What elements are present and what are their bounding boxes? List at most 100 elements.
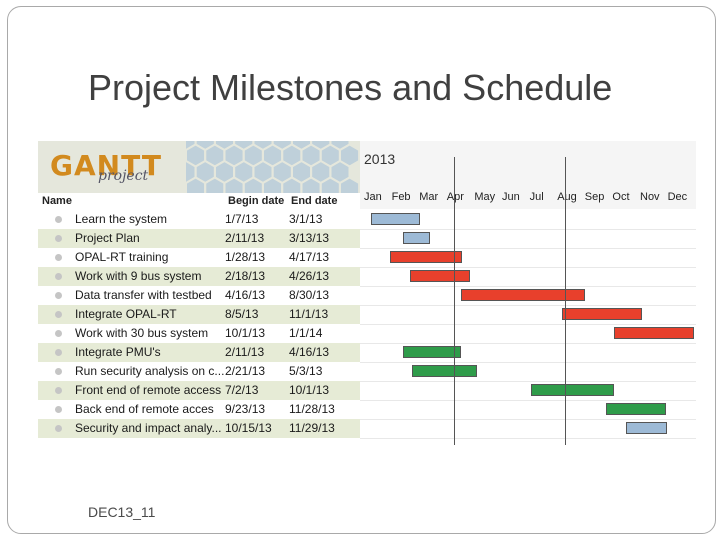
- task-name: Security and impact analy...: [75, 421, 222, 435]
- slide-footer: DEC13_11: [88, 504, 156, 520]
- task-end-date: 11/1/13: [289, 307, 329, 321]
- task-bar[interactable]: [409, 270, 471, 282]
- task-name: Integrate PMU's: [75, 345, 161, 359]
- timeline-row: [360, 286, 696, 306]
- task-end-date: 1/1/14: [289, 326, 323, 340]
- month-label: Feb: [391, 191, 411, 203]
- task-name: Data transfer with testbed: [75, 288, 212, 302]
- task-name: Work with 30 bus system: [75, 326, 209, 340]
- task-bar[interactable]: [606, 403, 667, 415]
- month-label: Aug: [557, 191, 577, 203]
- logo-text: GANTT: [50, 149, 162, 182]
- task-bullet-icon: [55, 254, 62, 261]
- slide: Project Milestones and Schedule GANTT pr…: [7, 6, 716, 534]
- month-header: Jan Feb Mar Apr May Jun Jul Aug Sep Oct Nov Dec: [360, 185, 696, 209]
- month-label: Jul: [529, 191, 544, 203]
- timeline-row: [360, 229, 696, 249]
- task-row[interactable]: Run security analysis on c... 2/21/13 5/3/…: [38, 362, 360, 381]
- task-begin-date: 2/11/13: [225, 231, 265, 245]
- task-bar[interactable]: [403, 232, 431, 244]
- month-label: Nov: [640, 191, 660, 203]
- task-bar[interactable]: [626, 422, 668, 434]
- task-begin-date: 1/7/13: [225, 212, 259, 226]
- month-label: Apr: [446, 191, 464, 203]
- task-name: OPAL-RT training: [75, 250, 169, 264]
- task-name: Back end of remote acces: [75, 402, 214, 416]
- month-label: Jun: [502, 191, 520, 203]
- timeline: 2013 Jan Feb Mar Apr May Jun Jul Aug Sep Oct Nov De…: [360, 141, 696, 445]
- month-label: Oct: [612, 191, 630, 203]
- task-row[interactable]: Data transfer with testbed 4/16/13 8/30/13: [38, 286, 360, 305]
- task-bullet-icon: [55, 292, 62, 299]
- task-bar[interactable]: [403, 346, 462, 358]
- task-bullet-icon: [55, 406, 62, 413]
- task-begin-date: 10/15/13: [225, 421, 272, 435]
- month-label: Mar: [419, 191, 439, 203]
- task-row[interactable]: Integrate OPAL-RT 8/5/13 11/1/13: [38, 305, 360, 324]
- task-end-date: 10/1/13: [289, 383, 330, 397]
- timeline-row: [360, 381, 696, 401]
- task-bullet-icon: [55, 273, 62, 280]
- milestone-line: [564, 157, 566, 445]
- task-bullet-icon: [55, 349, 62, 356]
- task-begin-date: 10/1/13: [225, 326, 266, 340]
- task-begin-date: 4/16/13: [225, 288, 266, 302]
- month-label: Dec: [667, 191, 688, 203]
- month-label: Sep: [584, 191, 605, 203]
- task-row[interactable]: Integrate PMU's 2/11/13 4/16/13: [38, 343, 360, 362]
- column-header-end[interactable]: End date: [291, 195, 338, 207]
- hexagon-shape: [339, 176, 360, 193]
- logo-subtext: project: [98, 168, 149, 184]
- task-bar[interactable]: [412, 365, 477, 377]
- timeline-row: [360, 305, 696, 325]
- task-bar[interactable]: [531, 384, 614, 396]
- timeline-row: [360, 400, 696, 420]
- year-label: 2013: [364, 151, 396, 167]
- task-end-date: 5/3/13: [289, 364, 323, 378]
- task-row[interactable]: Front end of remote access 7/2/13 10/1/13: [38, 381, 360, 400]
- task-bar[interactable]: [613, 327, 694, 339]
- task-end-date: 4/16/13: [289, 345, 330, 359]
- ganttproject-logo: GANTT project: [38, 141, 360, 193]
- task-name: Integrate OPAL-RT: [75, 307, 177, 321]
- task-name: Front end of remote access: [75, 383, 222, 397]
- task-bullet-icon: [55, 330, 62, 337]
- column-header-name[interactable]: Name: [42, 195, 72, 207]
- task-end-date: 11/29/13: [289, 421, 335, 435]
- task-bar[interactable]: [371, 213, 420, 225]
- task-name: Work with 9 bus system: [75, 269, 202, 283]
- timeline-row: [360, 362, 696, 382]
- task-begin-date: 8/5/13: [225, 307, 259, 321]
- task-row[interactable]: Project Plan 2/11/13 3/13/13: [38, 229, 360, 248]
- task-row[interactable]: Learn the system 1/7/13 3/1/13: [38, 210, 360, 229]
- task-bar[interactable]: [390, 251, 463, 263]
- month-label: Jan: [364, 191, 382, 203]
- task-bar[interactable]: [461, 289, 585, 301]
- timeline-row: [360, 210, 696, 230]
- slide-title: Project Milestones and Schedule: [88, 67, 613, 108]
- task-end-date: 4/26/13: [289, 269, 330, 283]
- task-name: Learn the system: [75, 212, 168, 226]
- task-end-date: 4/17/13: [289, 250, 330, 264]
- gantt-chart: GANTT project Name Begin date End date L…: [38, 141, 696, 445]
- task-end-date: 3/13/13: [289, 231, 330, 245]
- task-bar[interactable]: [561, 308, 642, 320]
- timeline-row: [360, 324, 696, 344]
- task-row[interactable]: Security and impact analy... 10/15/13 11/2…: [38, 419, 360, 438]
- column-header-begin[interactable]: Begin date: [228, 195, 285, 207]
- task-row[interactable]: OPAL-RT training 1/28/13 4/17/13: [38, 248, 360, 267]
- task-bullet-icon: [55, 235, 62, 242]
- task-name: Project Plan: [75, 231, 140, 245]
- milestone-line: [454, 157, 455, 445]
- task-row[interactable]: Work with 30 bus system 10/1/13 1/1/14: [38, 324, 360, 343]
- task-list: Learn the system 1/7/13 3/1/13 Project Plan…: [38, 210, 360, 438]
- task-end-date: 8/30/13: [289, 288, 330, 302]
- task-row[interactable]: Back end of remote acces 9/23/13 11/28/13: [38, 400, 360, 419]
- task-bullet-icon: [55, 425, 62, 432]
- timeline-row: [360, 419, 696, 439]
- hexagon-pattern-icon: [186, 141, 360, 193]
- task-end-date: 3/1/13: [289, 212, 323, 226]
- task-bullet-icon: [55, 311, 62, 318]
- task-row[interactable]: Work with 9 bus system 2/18/13 4/26/13: [38, 267, 360, 286]
- task-bullet-icon: [55, 387, 62, 394]
